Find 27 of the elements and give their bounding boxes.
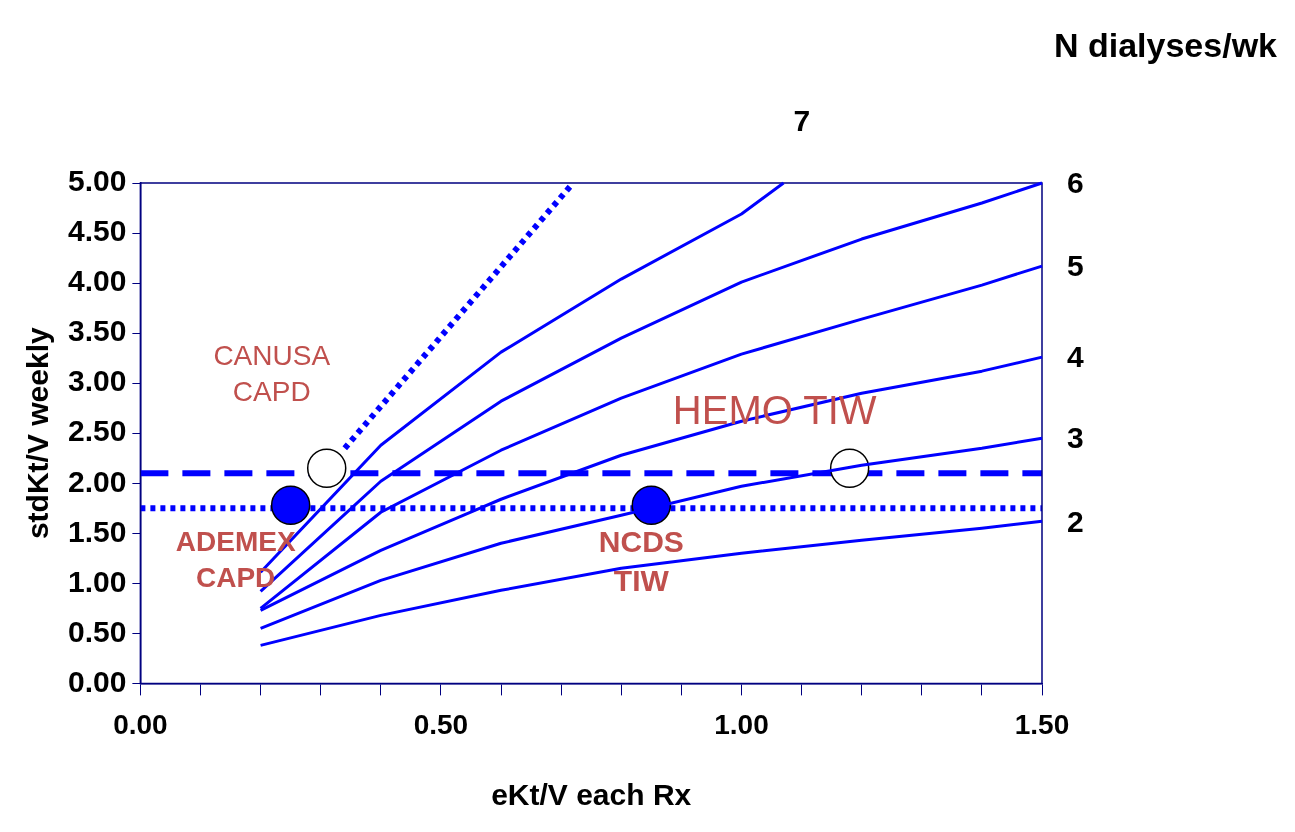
- series-label: 6: [1067, 166, 1084, 200]
- series-label: 7: [793, 104, 811, 138]
- x-tick-label: 1.00: [714, 708, 769, 740]
- y-tick-label: 2.50: [68, 414, 127, 448]
- y-tick-label: 0.50: [68, 614, 127, 648]
- series-label: 5: [1067, 249, 1084, 283]
- annotation: NCDS TIW: [598, 524, 684, 597]
- series-label: 2: [1067, 504, 1084, 538]
- x-tick-label: 1.50: [1014, 708, 1070, 740]
- x-axis-title: eKt/V each Rx: [491, 778, 692, 812]
- y-tick-label: 5.00: [68, 164, 127, 198]
- legend-title: N dialyses/wk: [1053, 26, 1278, 65]
- y-tick-label: 1.00: [68, 564, 127, 598]
- y-tick-label: 4.50: [68, 214, 127, 248]
- series-label: 4: [1067, 340, 1084, 374]
- y-tick-label: 0.00: [68, 664, 127, 698]
- y-tick-label: 2.00: [68, 464, 127, 498]
- y-tick-label: 1.50: [68, 514, 127, 548]
- y-tick-label: 4.00: [68, 264, 127, 298]
- annotation: CANUSA CAPD: [213, 339, 331, 407]
- y-axis-title: stdKt/V weekly: [21, 327, 55, 540]
- y-tick-label: 3.50: [68, 314, 127, 348]
- x-tick-label: 0.00: [113, 708, 168, 740]
- y-tick-label: 3.00: [68, 364, 127, 398]
- x-tick-label: 0.50: [413, 708, 469, 740]
- annotation: HEMO TIW: [672, 388, 877, 433]
- series-label: 3: [1067, 421, 1084, 455]
